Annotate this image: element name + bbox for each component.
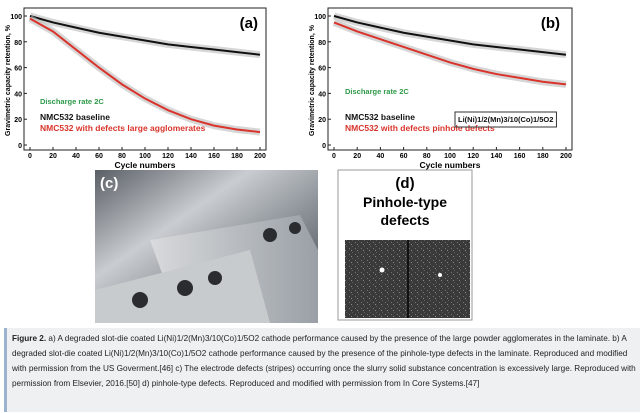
y-tick-label: 80 (14, 40, 22, 47)
title-box: Pinhole-type defects (362, 194, 447, 228)
figure: (c) (d) Pinhole-type defects 0 20 40 60 80 10… (5, 7, 573, 323)
x-tick-label: 80 (423, 153, 431, 160)
panel-label: (b) (541, 15, 560, 32)
x-axis-label: Cycle numbers (115, 160, 176, 170)
x-tick-label: 20 (49, 153, 57, 160)
x-tick-label: 180 (537, 153, 549, 160)
x-tick-label: 40 (72, 153, 80, 160)
photo-c: (c) (95, 170, 318, 323)
x-tick-label: 100 (139, 153, 151, 160)
x-tick-label: 0 (332, 153, 336, 160)
y-tick-label: 60 (318, 66, 326, 73)
x-tick-label: 100 (444, 153, 456, 160)
annotation: Discharge rate 2C (40, 97, 104, 106)
x-tick-label: 80 (118, 153, 126, 160)
caption-label: Figure 2. (12, 334, 47, 343)
caption-text: a) A degraded slot-die coated Li(Ni)1/2(… (12, 334, 636, 388)
caption: Figure 2. a) A degraded slot-die coated … (4, 328, 640, 412)
y-axis-label: Gravimetric capacity retention, % (309, 24, 316, 136)
panel-label: (c) (100, 175, 118, 192)
y-tick-label: 60 (14, 66, 22, 73)
x-tick-label: 0 (28, 153, 32, 160)
series-line (333, 15, 567, 56)
x-axis-label: Cycle numbers (420, 160, 481, 170)
x-tick-label: 140 (185, 153, 197, 160)
y-tick-label: 40 (318, 91, 326, 98)
legend-label: NMC532 with defects large agglomerates (40, 123, 206, 133)
y-tick-label: 0 (18, 143, 22, 150)
image-title: Pinhole-type defects (362, 194, 447, 228)
legend-label: NMC532 with defects pinhole defects (345, 123, 495, 133)
error-band (29, 12, 261, 59)
x-tick-label: 60 (400, 153, 408, 160)
y-tick-label: 80 (318, 40, 326, 47)
x-tick-label: 200 (560, 153, 572, 160)
annotation: Li(Ni)1/2(Mn)3/10(Co)1/5O2 (458, 115, 553, 124)
x-tick-label: 180 (231, 153, 243, 160)
legend-label: NMC532 baseline (345, 112, 415, 122)
series-line (29, 17, 261, 134)
legend-label: NMC532 baseline (40, 112, 110, 122)
x-tick-label: 200 (254, 153, 266, 160)
y-tick-label: 20 (14, 117, 22, 124)
y-tick-label: 100 (314, 14, 326, 21)
annotation-box (454, 111, 557, 128)
y-tick-label: 0 (322, 143, 326, 150)
annotation: Discharge rate 2C (345, 87, 409, 96)
x-tick-label: 120 (467, 153, 479, 160)
x-tick-label: 60 (95, 153, 103, 160)
x-tick-label: 40 (377, 153, 385, 160)
y-tick-label: 40 (14, 91, 22, 98)
panel-label: (d) (395, 175, 414, 192)
y-axis-label: Gravimetric capacity retention, % (5, 24, 12, 136)
x-tick-label: 140 (491, 153, 503, 160)
x-tick-label: 120 (162, 153, 174, 160)
series-line (333, 21, 567, 86)
x-tick-label: 160 (514, 153, 526, 160)
series-line (29, 15, 261, 56)
y-tick-label: 100 (10, 14, 22, 21)
panel-label: (a) (240, 15, 258, 32)
x-tick-label: 160 (208, 153, 220, 160)
y-tick-label: 20 (318, 117, 326, 124)
image-d: (d) Pinhole-type defects (337, 169, 473, 321)
x-tick-label: 20 (353, 153, 361, 160)
